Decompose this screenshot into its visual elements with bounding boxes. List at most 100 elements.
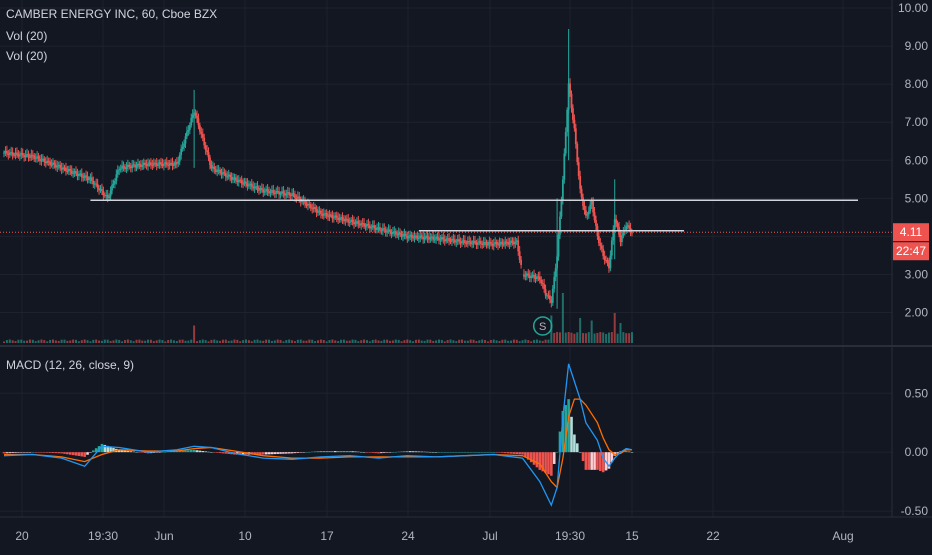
macd-histogram-bar	[143, 452, 147, 454]
volume-bar	[417, 339, 420, 343]
macd-histogram-bar	[34, 452, 37, 453]
candle-body	[98, 188, 100, 191]
candle-body	[350, 219, 353, 222]
macd-tick-label: -0.50	[901, 504, 929, 518]
macd-histogram-bar	[518, 452, 521, 455]
candle-body	[403, 233, 406, 236]
volume-bar	[319, 339, 322, 343]
macd-histogram-bar	[123, 450, 127, 453]
volume-bar	[178, 339, 181, 343]
candle-body	[465, 243, 468, 245]
candle-body	[49, 161, 51, 165]
volume-bar	[504, 339, 507, 343]
macd-legend[interactable]: MACD (12, 26, close, 9)	[6, 358, 135, 372]
volume-bar	[242, 340, 245, 343]
candle-body	[134, 164, 136, 168]
macd-histogram-bar	[325, 451, 328, 453]
volume-bar	[461, 339, 464, 343]
candle-body	[587, 211, 590, 215]
candle-body	[338, 218, 341, 221]
candle-body	[341, 217, 344, 221]
candle-body	[586, 214, 589, 216]
candle-body	[109, 190, 112, 197]
volume-bar	[317, 340, 319, 343]
candle-body	[186, 131, 188, 137]
candle-body	[331, 215, 334, 219]
volume-bar	[285, 340, 288, 343]
volume-bar	[498, 341, 501, 343]
macd-histogram-bar	[302, 452, 305, 453]
volume-bar	[357, 341, 360, 343]
candle-body	[296, 196, 299, 199]
candle-body	[422, 236, 425, 240]
candle-body	[357, 221, 360, 225]
macd-histogram-bar	[63, 452, 66, 454]
volume-legend-1[interactable]: Vol (20)	[6, 29, 48, 43]
volume-bar	[547, 339, 550, 343]
macd-histogram-bar	[587, 452, 591, 470]
candle-body	[111, 185, 113, 191]
volume-legend-2[interactable]: Vol (20)	[6, 49, 48, 63]
candle-body	[119, 168, 122, 170]
macd-histogram-bar	[198, 450, 202, 453]
chart-title[interactable]: CAMBER ENERGY INC, 60, Cboe BZX	[6, 7, 218, 21]
macd-histogram-bar	[498, 452, 501, 453]
candle-body	[573, 119, 576, 129]
candle-body	[175, 162, 178, 164]
candle-body	[17, 153, 20, 157]
candle-body	[576, 144, 579, 163]
macd-histogram-bar	[161, 452, 164, 453]
volume-bar	[530, 341, 533, 343]
macd-histogram-bar	[129, 451, 133, 453]
candle-body	[415, 235, 417, 237]
candle-body	[43, 158, 46, 162]
macd-histogram-bar	[371, 452, 375, 453]
candle-body	[289, 194, 292, 196]
candle-body	[276, 191, 279, 193]
volume-bar	[259, 340, 262, 343]
candle-body	[108, 196, 111, 199]
macd-histogram-bar	[328, 451, 331, 453]
volume-bar	[363, 339, 366, 343]
macd-histogram-bar	[400, 451, 403, 453]
macd-histogram-bar	[564, 405, 568, 453]
candle-body	[40, 159, 43, 162]
candle-body	[500, 241, 502, 243]
macd-histogram-bar	[333, 451, 337, 453]
macd-histogram-bar	[529, 452, 533, 463]
volume-bar	[561, 293, 564, 343]
volume-bar	[484, 340, 487, 343]
candle-body	[164, 162, 167, 164]
candle-body	[200, 131, 203, 134]
macd-histogram-bar	[630, 452, 634, 453]
candle-body	[592, 200, 595, 213]
volume-bar	[412, 341, 415, 343]
candle-body	[612, 229, 615, 241]
volume-bar	[37, 340, 40, 343]
candle-body	[304, 200, 306, 204]
volume-bar	[109, 340, 112, 343]
price-tick-label: 5.00	[905, 191, 929, 205]
volume-bar	[293, 341, 296, 343]
candle-body	[232, 178, 234, 180]
macd-histogram-bar	[460, 452, 464, 453]
macd-histogram-bar	[253, 452, 256, 455]
candle-body	[566, 109, 569, 132]
candle-body	[381, 228, 384, 231]
candle-body	[380, 230, 383, 232]
candle-body	[466, 240, 469, 244]
candle-body	[102, 190, 105, 196]
candle-body	[547, 295, 550, 297]
time-tick-label: 19:30	[555, 529, 585, 543]
macd-histogram-bar	[293, 452, 297, 454]
candle-body	[429, 236, 432, 240]
candle-body	[348, 221, 351, 223]
candle-body	[170, 162, 172, 164]
candle-body	[282, 191, 285, 194]
macd-histogram-bar	[48, 452, 52, 453]
volume-bar	[400, 341, 403, 343]
candle-body	[534, 277, 537, 279]
macd-histogram-bar	[112, 447, 115, 453]
